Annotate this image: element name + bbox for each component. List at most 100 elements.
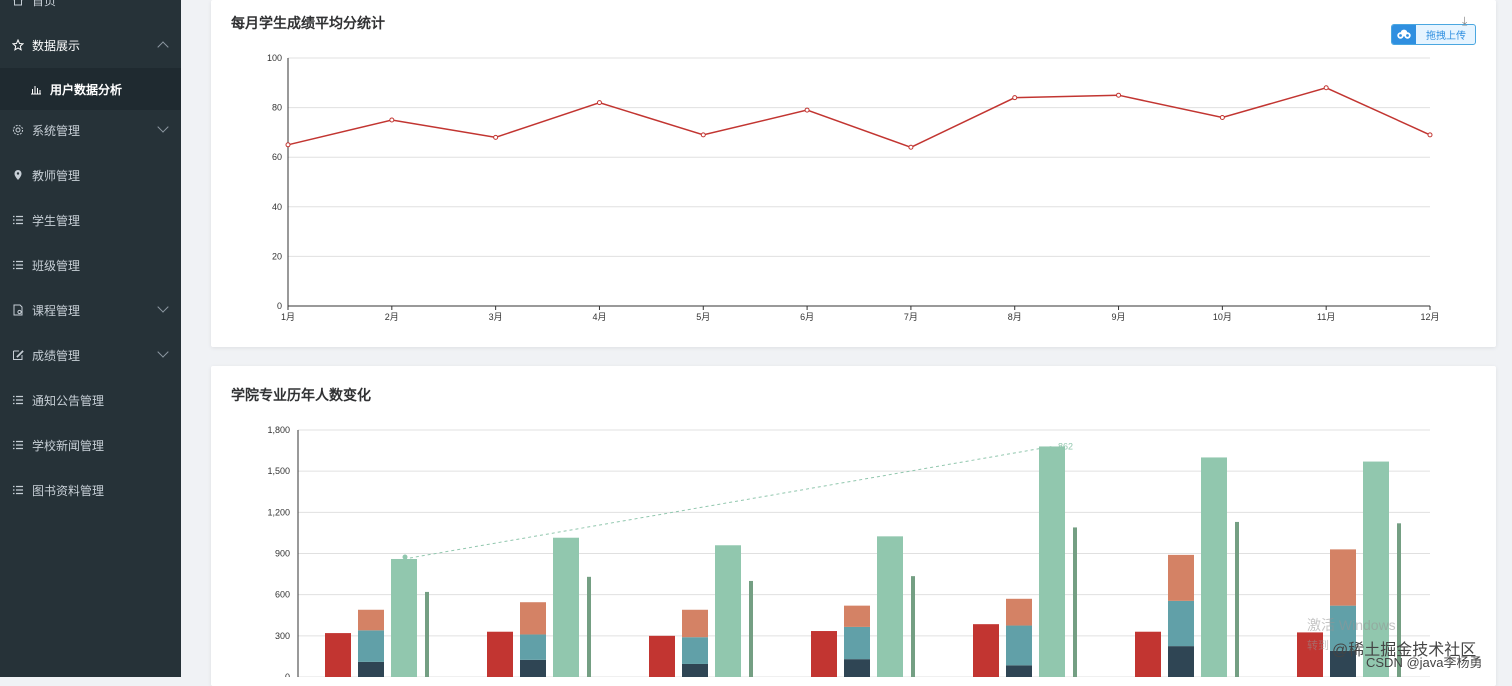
- download-icon[interactable]: ⤓: [1462, 14, 1468, 28]
- sidebar-item-notices[interactable]: 通知公告管理: [0, 380, 181, 420]
- data-point: [1323, 85, 1329, 91]
- sidebar-item-label: 用户数据分析: [50, 82, 123, 97]
- x-tick-label: 3月: [489, 312, 503, 322]
- data-point: [285, 142, 291, 148]
- sidebar-item-label: 数据展示: [32, 38, 81, 53]
- x-tick-label: 10月: [1213, 312, 1232, 322]
- y-tick-label: 100: [267, 53, 282, 63]
- sidebar-item-label: 成绩管理: [32, 348, 81, 363]
- sidebar-item-grades[interactable]: 成绩管理: [0, 335, 181, 375]
- windows-activation-watermark: 激活 Windows: [1307, 617, 1396, 633]
- thin-bar: [425, 591, 429, 677]
- sidebar-item-label: 通知公告管理: [32, 393, 105, 408]
- sidebar-item-data-display[interactable]: 数据展示: [0, 25, 181, 65]
- submenu: 用户数据分析: [0, 68, 181, 110]
- stacked-bar: [358, 661, 384, 677]
- stacked-bar: [1330, 605, 1356, 651]
- sidebar-item-home[interactable]: 首页: [0, 0, 181, 20]
- bar: [811, 631, 837, 677]
- y-tick-label: 60: [272, 152, 282, 162]
- stacked-bar: [1006, 665, 1032, 677]
- sidebar-item-students[interactable]: 学生管理: [0, 200, 181, 240]
- sidebar-subitem-user-analysis[interactable]: 用户数据分析: [0, 68, 181, 110]
- y-tick-label: 20: [272, 251, 282, 261]
- list-icon: [12, 394, 24, 406]
- bar: [1363, 461, 1389, 677]
- sidebar-item-label: 系统管理: [32, 123, 81, 138]
- bar-chart-card: 学院专业历年人数变化 0 300 600 900 1,200 1,500 1,800 862: [211, 366, 1496, 686]
- sidebar-item-label: 课程管理: [32, 303, 81, 318]
- x-tick-label: 9月: [1112, 312, 1126, 322]
- stacked-bar: [844, 659, 870, 677]
- sidebar-item-library[interactable]: 图书资料管理: [0, 470, 181, 510]
- stacked-bar: [520, 602, 546, 635]
- bar: [1135, 631, 1161, 677]
- sidebar-item-label: 教师管理: [32, 168, 81, 183]
- bar: [325, 633, 351, 677]
- sidebar-item-teachers[interactable]: 教师管理: [0, 155, 181, 195]
- sidebar-item-label: 图书资料管理: [32, 483, 105, 498]
- y-tick-label: 1,800: [267, 425, 290, 435]
- data-point: [493, 134, 499, 140]
- bar: [715, 545, 741, 677]
- bar: [1297, 632, 1323, 677]
- chart-title: 学院专业历年人数变化: [231, 387, 371, 403]
- thin-bar: [911, 576, 915, 677]
- sidebar-item-system[interactable]: 系统管理: [0, 110, 181, 150]
- stacked-bar: [1006, 598, 1032, 626]
- upload-label: 拖拽上传: [1426, 31, 1466, 42]
- list-icon: [12, 484, 24, 496]
- mark-line-label: 862: [1058, 441, 1073, 451]
- csdn-watermark: CSDN @java李杨勇: [1366, 655, 1483, 670]
- y-tick-label: 300: [275, 631, 290, 641]
- series-line: [287, 86, 1431, 149]
- list-icon: [12, 439, 24, 451]
- home-icon: [12, 0, 24, 6]
- x-tick-label: 1月: [281, 312, 295, 322]
- y-tick-label: 80: [272, 103, 282, 113]
- stacked-bar: [844, 626, 870, 660]
- x-tick-label: 11月: [1317, 312, 1335, 322]
- bar-chart-icon: [30, 83, 42, 95]
- sidebar-item-news[interactable]: 学校新闻管理: [0, 425, 181, 465]
- location-icon: [12, 169, 24, 181]
- x-tick-label: 6月: [800, 312, 814, 322]
- x-tick-label: 7月: [904, 312, 918, 322]
- list-icon: [12, 214, 24, 226]
- chevron-down-icon: [157, 121, 169, 133]
- data-point: [1012, 95, 1018, 101]
- y-tick-label: 40: [272, 202, 282, 212]
- sidebar-item-classes[interactable]: 班级管理: [0, 245, 181, 285]
- stacked-bar: [1330, 650, 1356, 677]
- sidebar-item-label: 学生管理: [32, 213, 81, 228]
- sidebar-item-label: 首页: [32, 0, 57, 8]
- thin-bar: [1235, 521, 1239, 677]
- data-point: [1427, 132, 1433, 138]
- y-tick-label: 1,500: [267, 466, 290, 476]
- bar: [649, 635, 675, 677]
- thin-bar: [1397, 523, 1401, 677]
- document-icon: [12, 304, 24, 316]
- x-tick-label: 5月: [696, 312, 710, 322]
- data-point: [804, 107, 810, 113]
- y-tick-label: 600: [275, 590, 290, 600]
- stacked-bar: [1168, 554, 1194, 601]
- y-tick-label: 0: [285, 672, 290, 677]
- stacked-bar: [520, 634, 546, 660]
- thin-bar: [1073, 527, 1077, 677]
- sidebar-item-courses[interactable]: 课程管理: [0, 290, 181, 330]
- stacked-bar: [358, 609, 384, 631]
- stacked-bar: [358, 630, 384, 662]
- bar: [487, 631, 513, 677]
- upload-button[interactable]: 拖拽上传: [1391, 24, 1476, 45]
- cloud-icon: [1392, 25, 1416, 44]
- thin-bar: [749, 580, 753, 677]
- bar: [391, 558, 417, 677]
- stacked-bar: [520, 659, 546, 677]
- stacked-bar: [844, 605, 870, 627]
- bar: [877, 536, 903, 677]
- stacked-bar: [1168, 600, 1194, 647]
- y-tick-label: 1,200: [267, 507, 290, 517]
- line-chart-card: 每月学生成绩平均分统计 0 20 40 60 80 100 1月 2月 3月 4月 5月 6月 7月 8月…: [211, 0, 1496, 347]
- data-point: [596, 100, 602, 106]
